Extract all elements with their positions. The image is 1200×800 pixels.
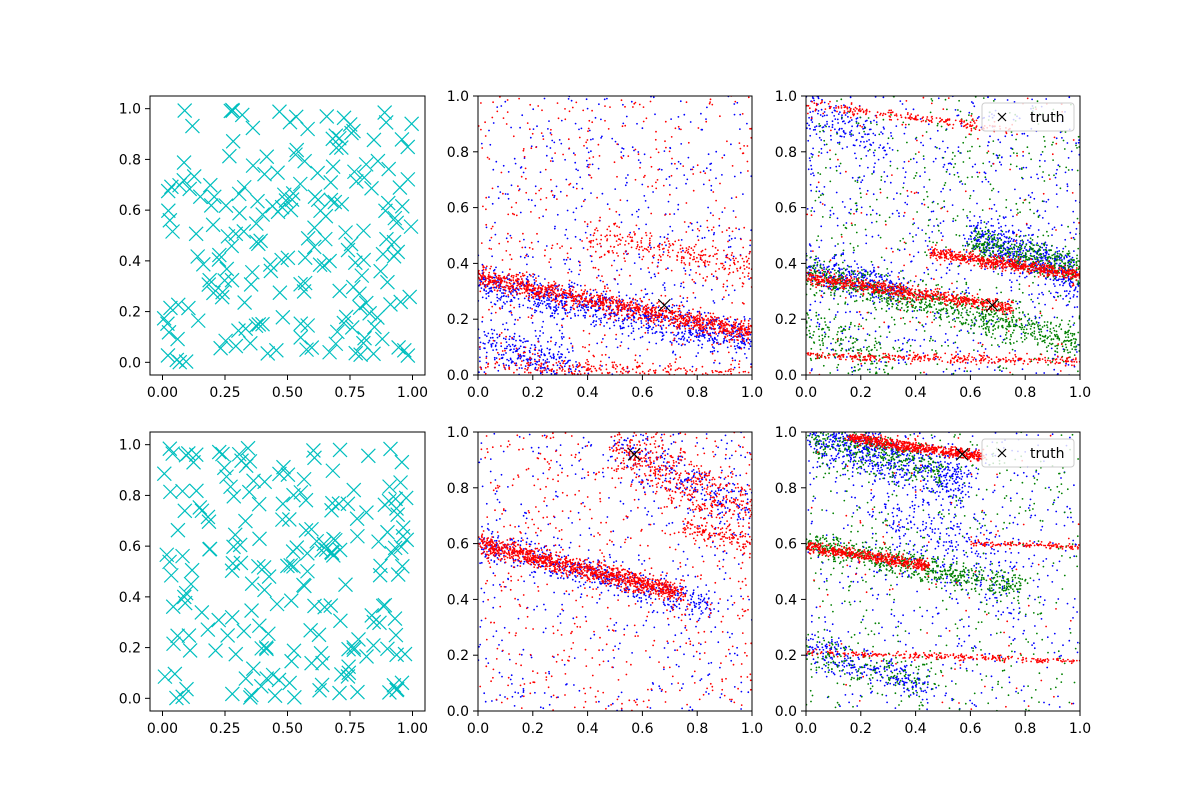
x-tick-label: 0.0 — [795, 385, 817, 401]
legend: truth — [982, 103, 1074, 131]
y-tick-label: 0.8 — [775, 481, 797, 497]
y-tick-label: 0.6 — [775, 537, 797, 553]
y-tick-label: 0.6 — [447, 201, 469, 217]
y-tick-label: 0.0 — [775, 704, 797, 720]
y-tick-label: 1.0 — [775, 425, 797, 441]
x-tick-label: 0.25 — [209, 721, 240, 737]
y-tick-label: 0.2 — [447, 648, 469, 664]
x-tick-label: 0.8 — [686, 385, 708, 401]
y-tick-label: 0.4 — [119, 254, 141, 270]
x-tick-label: 0.0 — [795, 721, 817, 737]
x-tick-label: 0.2 — [522, 721, 544, 737]
x-tick-label: 0.2 — [850, 721, 872, 737]
y-tick-label: 1.0 — [119, 102, 141, 118]
x-tick-label: 0.6 — [631, 721, 653, 737]
y-tick-label: 1.0 — [775, 89, 797, 105]
y-tick-label: 0.0 — [447, 368, 469, 384]
y-tick-label: 0.2 — [119, 305, 141, 321]
x-tick-label: 1.00 — [397, 385, 428, 401]
x-tick-label: 1.0 — [741, 721, 763, 737]
y-tick-label: 0.8 — [447, 481, 469, 497]
y-tick-label: 0.4 — [775, 256, 797, 272]
x-tick-label: 0.00 — [147, 721, 178, 737]
x-tick-label: 1.0 — [1069, 385, 1091, 401]
x-tick-label: 1.0 — [741, 385, 763, 401]
x-tick-label: 0.6 — [959, 385, 981, 401]
legend: truth — [982, 439, 1074, 467]
y-tick-label: 0.0 — [775, 368, 797, 384]
x-tick-label: 0.6 — [631, 385, 653, 401]
x-tick-label: 0.6 — [959, 721, 981, 737]
x-tick-label: 0.75 — [334, 385, 365, 401]
y-tick-label: 0.4 — [119, 590, 141, 606]
y-tick-label: 0.6 — [119, 539, 141, 555]
y-tick-label: 0.2 — [775, 648, 797, 664]
y-tick-label: 1.0 — [447, 89, 469, 105]
y-tick-label: 0.0 — [119, 691, 141, 707]
y-tick-label: 0.4 — [447, 256, 469, 272]
x-tick-label: 0.8 — [1014, 385, 1036, 401]
x-tick-label: 0.25 — [209, 385, 240, 401]
y-tick-label: 0.2 — [119, 641, 141, 657]
y-tick-label: 0.8 — [775, 145, 797, 161]
x-tick-label: 0.2 — [522, 385, 544, 401]
y-tick-label: 0.0 — [447, 704, 469, 720]
x-tick-label: 0.0 — [467, 385, 489, 401]
y-tick-label: 0.6 — [447, 537, 469, 553]
y-tick-label: 0.4 — [447, 592, 469, 608]
x-tick-label: 0.2 — [850, 385, 872, 401]
x-tick-label: 0.75 — [334, 721, 365, 737]
x-tick-label: 1.00 — [397, 721, 428, 737]
legend-label: truth — [1030, 110, 1064, 126]
x-tick-label: 0.50 — [272, 721, 303, 737]
legend-label: truth — [1030, 446, 1064, 462]
x-tick-label: 0.4 — [904, 721, 926, 737]
x-tick-label: 0.4 — [904, 385, 926, 401]
y-tick-label: 0.6 — [775, 201, 797, 217]
x-tick-label: 0.4 — [576, 721, 598, 737]
y-tick-label: 0.0 — [119, 355, 141, 371]
x-tick-label: 0.0 — [467, 721, 489, 737]
y-tick-label: 0.8 — [119, 152, 141, 168]
y-tick-label: 0.4 — [775, 592, 797, 608]
y-tick-label: 1.0 — [119, 438, 141, 454]
y-tick-label: 0.2 — [447, 312, 469, 328]
y-tick-label: 0.8 — [119, 488, 141, 504]
y-tick-label: 0.6 — [119, 203, 141, 219]
x-tick-label: 1.0 — [1069, 721, 1091, 737]
x-tick-label: 0.50 — [272, 385, 303, 401]
x-tick-label: 0.00 — [147, 385, 178, 401]
x-tick-label: 0.4 — [576, 385, 598, 401]
x-tick-label: 0.8 — [1014, 721, 1036, 737]
y-tick-label: 0.2 — [775, 312, 797, 328]
y-tick-label: 0.8 — [447, 145, 469, 161]
x-tick-label: 0.8 — [686, 721, 708, 737]
y-tick-label: 1.0 — [447, 425, 469, 441]
